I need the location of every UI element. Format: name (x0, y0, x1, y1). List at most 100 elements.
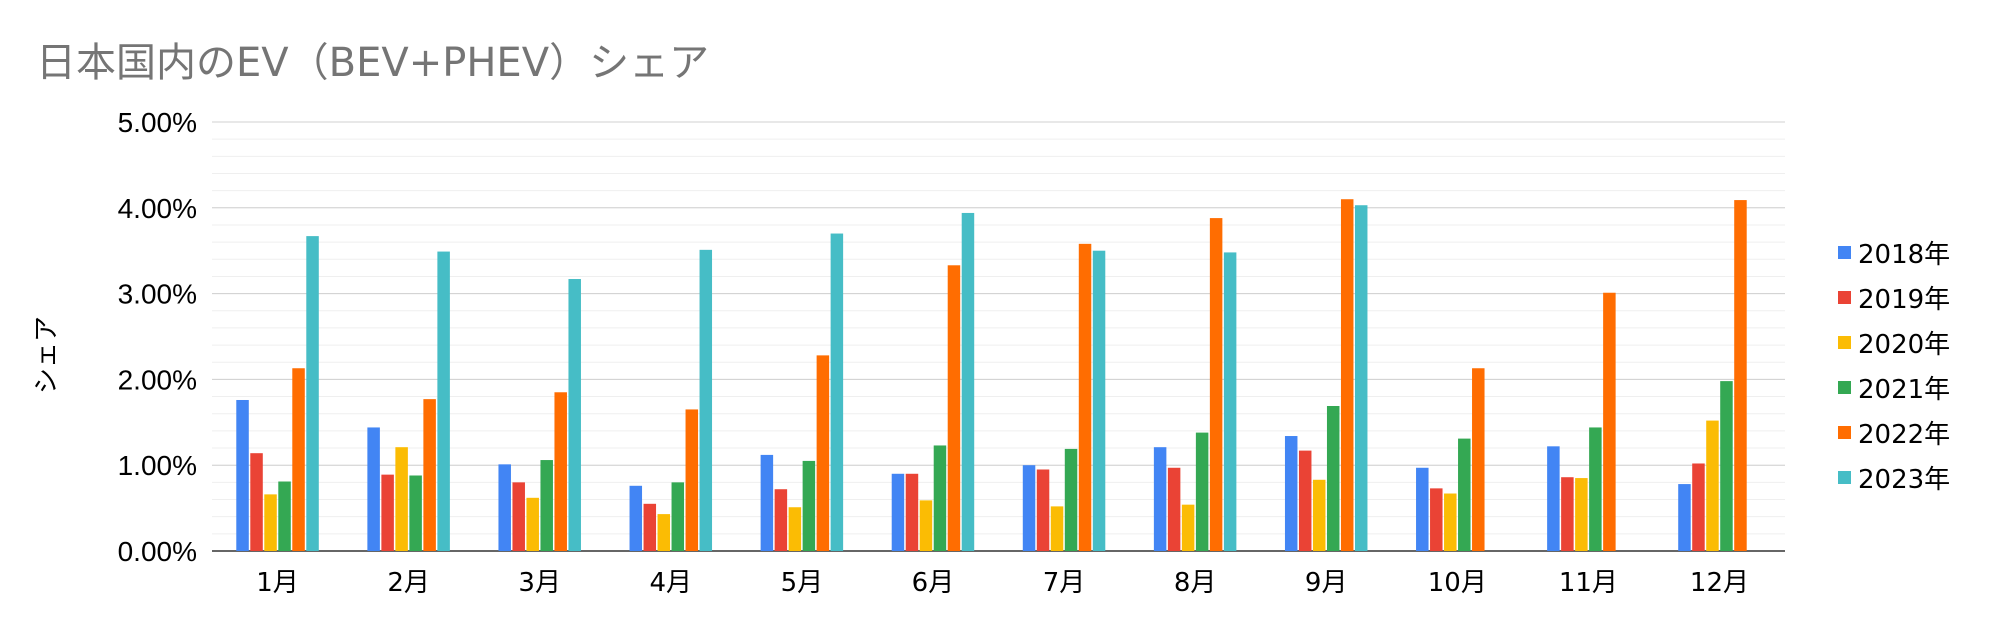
bar-2021年-7月 (1064, 448, 1078, 551)
y-tick-label: 5.00% (118, 107, 197, 138)
bar-2021年-6月 (933, 445, 947, 551)
bar-2022年-8月 (1209, 218, 1223, 551)
bar-2020年-4月 (657, 514, 671, 551)
bar-2018年-2月 (367, 427, 380, 551)
bar-2020年-6月 (919, 500, 933, 551)
x-tick-label: 4月 (650, 568, 693, 598)
legend-label: 2019年 (1858, 285, 1950, 315)
bar-2021年-10月 (1458, 438, 1471, 551)
bar-2020年-3月 (526, 497, 539, 551)
legend-swatch (1838, 471, 1851, 484)
x-tick-label: 1月 (256, 568, 299, 598)
legend-swatch (1838, 291, 1851, 304)
x-tick-label: 8月 (1174, 568, 1217, 598)
bar-2021年-5月 (802, 460, 816, 551)
bar-2022年-4月 (685, 409, 699, 551)
bar-2018年-12月 (1678, 484, 1691, 551)
x-tick-label: 11月 (1559, 568, 1618, 598)
bar-2023年-5月 (830, 233, 844, 552)
legend-swatch (1838, 381, 1851, 394)
bar-2022年-1月 (292, 368, 305, 551)
bar-2021年-8月 (1195, 432, 1209, 551)
bar-2022年-11月 (1603, 292, 1616, 551)
y-tick-label: 2.00% (118, 364, 197, 395)
x-tick-label: 9月 (1305, 568, 1348, 598)
bar-2023年-8月 (1223, 252, 1237, 551)
bar-2022年-10月 (1472, 368, 1485, 551)
bar-2019年-5月 (774, 489, 788, 551)
x-tick-label: 7月 (1043, 568, 1086, 598)
bar-2018年-4月 (629, 485, 643, 551)
x-tick-label: 6月 (912, 568, 955, 598)
legend-label: 2022年 (1858, 420, 1950, 450)
bar-2019年-2月 (381, 474, 394, 551)
bars (236, 199, 1747, 552)
bar-2021年-11月 (1589, 427, 1602, 551)
bar-2018年-9月 (1284, 436, 1298, 551)
bar-2023年-4月 (699, 249, 713, 552)
bar-2019年-12月 (1692, 463, 1705, 551)
bar-2018年-8月 (1153, 447, 1167, 551)
bar-2019年-3月 (512, 482, 525, 551)
bar-2020年-12月 (1706, 420, 1719, 551)
y-axis-label: シェア (32, 316, 62, 394)
bar-2018年-1月 (236, 399, 249, 551)
x-tick-label: 12月 (1690, 568, 1749, 598)
y-tick-label: 3.00% (118, 279, 197, 310)
y-tick-label: 1.00% (118, 450, 197, 481)
bar-2019年-7月 (1036, 469, 1050, 551)
bar-2020年-5月 (788, 507, 802, 551)
bar-2020年-9月 (1312, 479, 1326, 551)
bar-2020年-11月 (1575, 478, 1588, 551)
legend-swatch (1838, 246, 1851, 259)
legend-label: 2023年 (1858, 465, 1950, 495)
bar-2023年-7月 (1092, 250, 1106, 551)
legend-swatch (1838, 426, 1851, 439)
legend-label: 2018年 (1858, 240, 1950, 270)
bar-2018年-6月 (891, 473, 905, 551)
bar-2019年-9月 (1298, 450, 1312, 551)
bar-2018年-5月 (760, 454, 774, 551)
x-tick-label: 5月 (781, 568, 824, 598)
bar-2023年-6月 (961, 212, 975, 551)
axes: 0.00% 1.00% 2.00% 3.00% 4.00% 5.00% 1月 2月 3月 4月 5月… (118, 107, 1749, 598)
gridlines (212, 121, 1785, 552)
bar-2023年-9月 (1354, 205, 1368, 551)
y-tick-label: 0.00% (118, 536, 197, 567)
bar-2019年-4月 (643, 503, 657, 551)
chart-title: 日本国内のEV（BEV+PHEV）シェア (36, 40, 710, 86)
bar-2022年-7月 (1078, 243, 1092, 551)
bar-2019年-6月 (905, 473, 919, 551)
bar-2018年-7月 (1022, 465, 1036, 551)
bar-2020年-8月 (1181, 504, 1195, 551)
bar-2020年-2月 (395, 447, 408, 551)
y-tick-label: 4.00% (118, 193, 197, 224)
legend-label: 2021年 (1858, 375, 1950, 405)
legend-swatch (1838, 336, 1851, 349)
bar-2023年-2月 (437, 251, 450, 552)
legend-label: 2020年 (1858, 330, 1950, 360)
bar-2021年-2月 (409, 475, 422, 551)
bar-2022年-2月 (423, 399, 436, 551)
bar-2019年-10月 (1430, 488, 1443, 551)
bar-2021年-9月 (1326, 405, 1340, 551)
legend: 2018年 2019年 2020年 2021年 2022年 2023年 (1838, 240, 1950, 495)
bar-2021年-3月 (540, 460, 553, 551)
bar-2018年-11月 (1547, 446, 1560, 551)
bar-2022年-12月 (1734, 200, 1747, 551)
bar-2023年-3月 (568, 279, 581, 551)
bar-2022年-6月 (947, 265, 961, 551)
x-tick-label: 2月 (387, 568, 430, 598)
bar-2022年-9月 (1340, 199, 1354, 551)
bar-2019年-1月 (250, 453, 263, 551)
bar-2021年-4月 (671, 482, 685, 551)
bar-2020年-1月 (264, 494, 277, 551)
bar-2020年-7月 (1050, 506, 1064, 551)
bar-2021年-12月 (1720, 381, 1733, 551)
bar-2020年-10月 (1444, 493, 1457, 551)
bar-2018年-3月 (498, 464, 511, 551)
bar-2021年-1月 (278, 481, 291, 551)
x-tick-label: 10月 (1428, 568, 1487, 598)
bar-2019年-11月 (1561, 477, 1574, 551)
